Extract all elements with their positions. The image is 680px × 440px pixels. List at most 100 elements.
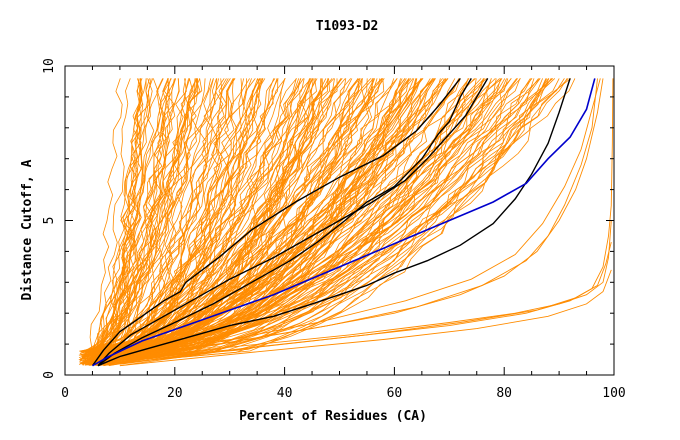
model-line: [101, 78, 554, 353]
model-line: [109, 78, 247, 362]
x-tick-label: 0: [61, 386, 69, 401]
model-line: [110, 78, 509, 355]
model-line: [110, 78, 363, 358]
model-line: [119, 241, 612, 365]
model-line: [93, 78, 552, 363]
model-line: [106, 78, 235, 365]
model-line: [93, 78, 180, 361]
highlight-line: [91, 77, 461, 367]
model-line: [98, 78, 310, 366]
model-line: [80, 78, 374, 353]
model-line: [84, 78, 436, 364]
model-line: [79, 78, 286, 352]
model-line: [103, 78, 601, 367]
model-line: [86, 78, 434, 365]
highlight-line: [97, 78, 489, 367]
model-line: [105, 78, 286, 354]
model-line: [84, 78, 234, 353]
y-tick-label: 0: [42, 371, 57, 379]
model-line: [91, 78, 302, 353]
y-axis-label: Distance Cutoff, A: [20, 159, 35, 300]
y-tick-label: 10: [42, 58, 57, 74]
model-line: [87, 78, 141, 355]
model-line: [109, 78, 436, 356]
model-line: [84, 78, 189, 365]
y-axis-ticks: 0 5 10: [42, 58, 614, 379]
model-line: [106, 78, 485, 360]
model-line: [90, 78, 218, 357]
model-line: [101, 78, 144, 364]
model-line: [84, 78, 164, 357]
model-line: [100, 78, 317, 363]
model-line: [86, 78, 141, 358]
model-line: [88, 78, 441, 354]
model-line: [98, 78, 447, 360]
model-line: [103, 78, 502, 366]
model-line: [86, 78, 342, 361]
model-line: [84, 78, 548, 363]
model-line: [82, 78, 198, 360]
model-line: [119, 269, 612, 367]
x-tick-label: 60: [387, 386, 403, 401]
model-line: [90, 78, 347, 351]
model-line: [105, 78, 487, 363]
x-tick-label: 80: [496, 386, 512, 401]
model-line: [111, 78, 569, 366]
model-line: [79, 78, 191, 365]
model-line: [91, 78, 227, 361]
model-line: [82, 78, 123, 364]
highlight-line: [97, 78, 472, 367]
model-line: [89, 78, 212, 357]
model-line: [88, 78, 150, 357]
x-tick-label: 20: [167, 386, 183, 401]
highlight-line: [97, 78, 571, 367]
model-line: [105, 78, 381, 365]
model-line: [88, 78, 475, 360]
model-line: [90, 78, 496, 352]
model-line: [108, 78, 598, 365]
model-line: [89, 78, 278, 359]
x-tick-label: 40: [277, 386, 293, 401]
model-line: [101, 78, 197, 355]
chart-title: T1093-D2: [316, 19, 379, 34]
model-line: [610, 78, 614, 206]
model-line: [80, 78, 256, 362]
model-line: [92, 78, 219, 355]
model-line: [80, 78, 305, 355]
model-line: [80, 78, 327, 352]
model-line: [84, 78, 300, 366]
model-line: [82, 78, 198, 359]
model-line: [88, 78, 164, 360]
model-line: [88, 78, 203, 352]
model-line: [82, 78, 217, 357]
model-line: [88, 78, 264, 357]
model-line: [105, 78, 539, 352]
model-line: [88, 78, 456, 365]
model-line: [81, 78, 170, 366]
model-line: [79, 78, 180, 355]
model-line: [102, 78, 175, 360]
x-axis-label: Percent of Residues (CA): [239, 409, 427, 424]
model-line: [89, 78, 414, 365]
model-line: [99, 78, 225, 366]
x-axis-ticks: 0 20 40 60 80 100: [61, 66, 626, 401]
model-line: [85, 78, 375, 352]
y-tick-label: 5: [42, 217, 57, 225]
model-line: [83, 78, 449, 358]
model-lines: [78, 78, 614, 367]
model-line: [86, 78, 198, 362]
model-line: [90, 78, 568, 352]
model-line: [89, 78, 518, 366]
reference-line: [92, 78, 596, 367]
model-line: [86, 78, 485, 357]
x-tick-label: 100: [602, 386, 625, 401]
model-line: [81, 78, 171, 358]
model-line: [86, 78, 415, 363]
model-line: [90, 78, 131, 357]
model-line: [95, 78, 460, 356]
highlight-lines: [91, 77, 571, 367]
model-line: [87, 78, 512, 354]
reference-line-path: [92, 78, 596, 367]
model-line: [114, 220, 612, 364]
